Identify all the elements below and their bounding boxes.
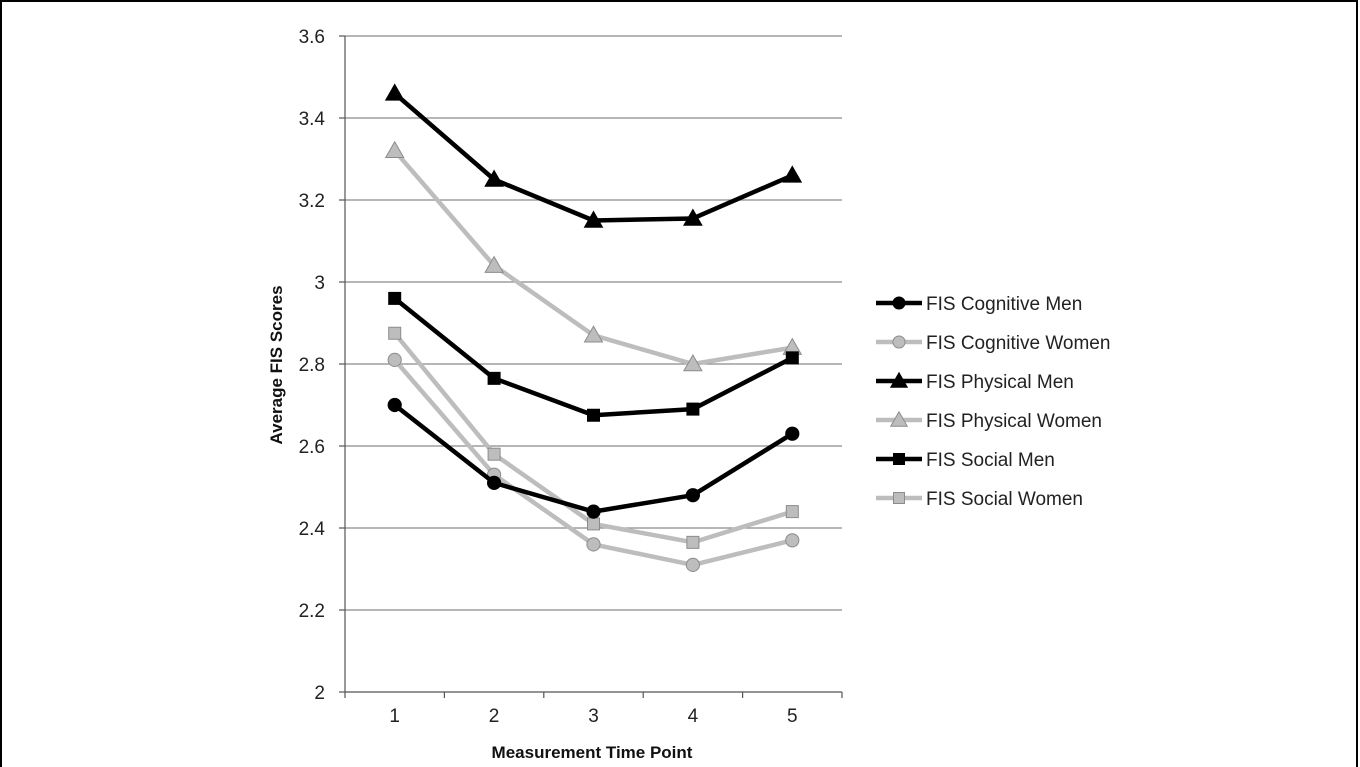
legend-entry: FIS Physical Women xyxy=(876,410,1102,432)
data-point xyxy=(785,426,800,441)
data-point xyxy=(785,505,799,519)
x-tick-label: 3 xyxy=(588,706,599,727)
data-point xyxy=(685,488,701,503)
legend-entry: FIS Social Women xyxy=(876,489,1083,510)
legend-label: FIS Social Men xyxy=(926,450,1055,471)
series-fis-physical-women xyxy=(384,140,803,372)
data-point xyxy=(388,326,402,340)
data-point xyxy=(387,352,402,367)
data-point xyxy=(686,402,700,416)
legend-marker xyxy=(893,453,905,465)
x-tick-label: 4 xyxy=(688,706,699,727)
legend-marker xyxy=(889,410,909,427)
legend-marker xyxy=(892,296,906,310)
y-tick-label: 3.2 xyxy=(299,191,325,212)
data-point xyxy=(387,397,402,413)
legend-label: FIS Cognitive Men xyxy=(926,294,1082,315)
series-fis-cognitive-women xyxy=(387,352,800,573)
data-point xyxy=(583,325,604,343)
legend-label: FIS Cognitive Women xyxy=(926,333,1110,354)
data-point xyxy=(388,291,402,305)
axes: 2 2.2 2.4 2.6 2.8 3 3.2 3.4 3.6 1 2 3 4 5 xyxy=(299,27,843,727)
y-tick-label: 2.4 xyxy=(299,519,326,540)
series-lines xyxy=(384,83,803,573)
data-point xyxy=(484,255,504,273)
data-point xyxy=(586,504,601,519)
data-point xyxy=(782,165,803,183)
legend-label: FIS Physical Women xyxy=(926,411,1102,432)
y-tick-label: 2.2 xyxy=(299,601,325,622)
legend-marker xyxy=(892,335,906,349)
data-point xyxy=(685,557,701,573)
data-point xyxy=(384,140,405,159)
data-point xyxy=(785,533,800,548)
data-point xyxy=(487,371,501,385)
gridlines xyxy=(345,35,842,611)
series-fis-cognitive-men xyxy=(387,397,800,519)
data-point xyxy=(484,169,504,187)
data-point xyxy=(586,537,601,552)
data-point xyxy=(686,535,700,549)
x-tick-label: 1 xyxy=(389,706,400,727)
legend-entry: FIS Cognitive Women xyxy=(876,333,1110,354)
data-point xyxy=(587,517,600,531)
data-point xyxy=(487,475,502,490)
data-point xyxy=(487,447,501,461)
data-point xyxy=(583,210,604,228)
data-point xyxy=(683,353,703,372)
y-tick-label: 2.8 xyxy=(299,355,325,376)
data-point xyxy=(785,351,799,365)
legend-label: FIS Physical Men xyxy=(926,372,1074,393)
x-tick-label: 2 xyxy=(489,706,500,727)
x-tick-label: 5 xyxy=(787,706,798,727)
data-point xyxy=(587,408,600,422)
y-tick-label: 3.6 xyxy=(299,27,325,48)
legend-entry: FIS Social Men xyxy=(876,450,1055,471)
data-point xyxy=(683,208,703,226)
legend-marker xyxy=(893,492,905,504)
legend-entry: FIS Physical Men xyxy=(876,371,1074,393)
series-fis-social-women xyxy=(388,326,799,549)
series-line xyxy=(393,91,794,223)
y-axis-title: Average FIS Scores xyxy=(267,285,286,444)
legend-marker xyxy=(889,371,909,388)
x-axis-title: Measurement Time Point xyxy=(492,743,693,762)
y-tick-label: 3.4 xyxy=(299,109,326,130)
series-fis-social-men xyxy=(388,291,799,422)
data-point xyxy=(384,83,405,101)
y-tick-label: 2 xyxy=(314,683,325,704)
legend-entry: FIS Cognitive Men xyxy=(876,294,1082,315)
legend: FIS Cognitive Men FIS Cognitive Women FIS … xyxy=(876,294,1110,510)
series-fis-physical-men xyxy=(384,83,803,228)
legend-label: FIS Social Women xyxy=(926,489,1083,510)
y-tick-label: 2.6 xyxy=(299,437,325,458)
y-tick-label: 3 xyxy=(314,273,325,294)
